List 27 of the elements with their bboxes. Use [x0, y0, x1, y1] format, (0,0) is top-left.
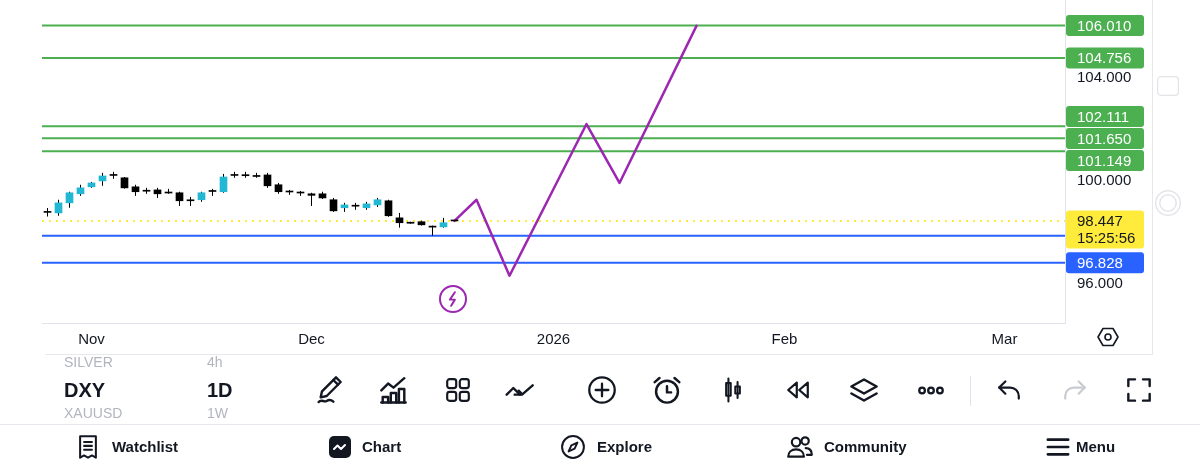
- ref-line-label: 102.111: [1077, 107, 1129, 125]
- text: 1W: [207, 404, 228, 422]
- text: SILVER: [64, 353, 113, 371]
- x-tick-label: 2026: [536, 330, 571, 348]
- y-tick-label: 100.000: [1077, 171, 1132, 189]
- text: DXY: [64, 378, 106, 402]
- text: Watchlist: [112, 438, 179, 456]
- y-tick-label: 104.000: [1077, 67, 1132, 85]
- ref-line-label: 98.447: [1077, 212, 1123, 230]
- x-tick-label: Mar: [991, 330, 1018, 348]
- x-tick-label: Dec: [298, 330, 326, 348]
- x-tick-label: Feb: [771, 330, 798, 348]
- ref-line-label: 101.149: [1077, 151, 1132, 169]
- ref-line-label: 104.756: [1077, 49, 1132, 67]
- ref-line-label: 106.010: [1077, 16, 1132, 34]
- ref-line-label: 96.828: [1077, 253, 1123, 271]
- text: Chart: [362, 438, 402, 456]
- text: Community: [824, 438, 907, 456]
- ref-line-label: 101.650: [1077, 129, 1132, 147]
- text: 15:25:56: [1077, 229, 1136, 247]
- y-tick-label: 96.000: [1077, 274, 1123, 292]
- text: 1D: [207, 378, 233, 402]
- text: 4h: [207, 353, 223, 371]
- text: Menu: [1076, 438, 1116, 456]
- text: Explore: [597, 438, 653, 456]
- x-tick-label: Nov: [78, 330, 106, 348]
- text: XAUUSD: [64, 404, 123, 422]
